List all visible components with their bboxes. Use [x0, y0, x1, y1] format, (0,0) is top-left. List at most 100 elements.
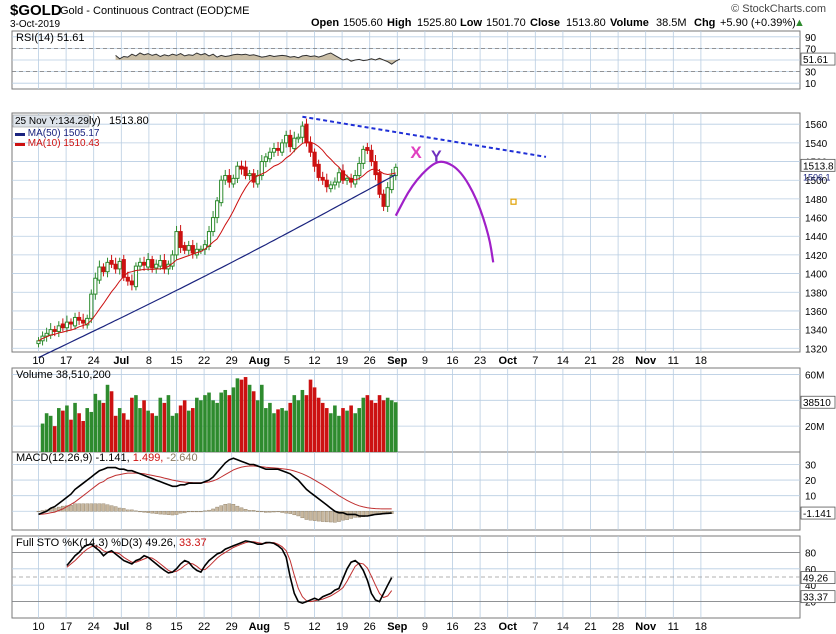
volume-bar [227, 395, 232, 452]
volume-bar [260, 384, 264, 452]
x-tick-label-top: Aug [249, 355, 270, 367]
macd-histogram-bar [40, 510, 45, 512]
macd-histogram-bar [260, 511, 264, 513]
macd-histogram-bar [333, 511, 337, 523]
volume-bar [268, 402, 272, 452]
macd-histogram-bar [219, 505, 224, 512]
volume-bar [361, 397, 366, 452]
close-value: 1513.80 [566, 17, 606, 29]
stoch-k-last-value: 49.26 [803, 574, 828, 585]
rsi-last-value-box [800, 52, 836, 66]
candle-body [320, 176, 325, 181]
ma-last-value: 1506.1 [803, 173, 831, 183]
candle-body [381, 193, 386, 207]
y-tick-label: 10 [805, 492, 817, 503]
x-tick-label-top: 7 [532, 355, 538, 367]
volume-bar [105, 384, 110, 452]
x-tick-label-bottom: 12 [308, 621, 320, 633]
volume-bar [186, 410, 191, 452]
volume-bar [243, 377, 248, 452]
candle-body [210, 217, 216, 233]
x-tick-label-top: 22 [198, 355, 210, 367]
volume-bar [345, 410, 349, 452]
volume-bar [308, 379, 313, 452]
candle-body [101, 266, 106, 273]
y-tick-label: 90 [805, 33, 817, 44]
macd-histogram-bar [113, 506, 118, 512]
macd-histogram-bar [280, 511, 284, 513]
y-tick-label: 1460 [805, 214, 828, 225]
volume-bar [40, 423, 45, 452]
x-tick-label-bottom: 24 [88, 621, 100, 633]
candle-body [170, 254, 175, 267]
x-tick-label-top: 15 [170, 355, 182, 367]
x-tick-label-bottom: 11 [668, 621, 679, 633]
candle-body [292, 137, 297, 149]
candle-body [304, 123, 309, 144]
chg-value: +5.90 (+0.39%) [720, 17, 796, 29]
resistance-trendline [302, 115, 547, 158]
x-tick-label-bottom: 8 [146, 621, 152, 633]
volume-bar [65, 405, 69, 452]
y-tick-label: 1420 [805, 251, 828, 262]
candle-body [235, 165, 240, 179]
macd-last-value: -1.141 [803, 509, 832, 520]
stoch-legend: Full STO %K(14,3) %D(3) 49.26, 33.37 [16, 537, 207, 549]
candle-body [113, 263, 118, 270]
candle-body [129, 280, 134, 286]
macd-histogram-bar [255, 510, 260, 512]
volume-bar [357, 408, 362, 452]
candle-body [369, 149, 374, 163]
side-square-marker [510, 198, 517, 205]
x-tick-label-bottom: 28 [612, 621, 624, 633]
macd-histogram-bar [36, 511, 41, 513]
symbol-title: $GOLD [10, 2, 62, 19]
chart-header: $GOLD Gold - Continuous Contract (EOD) C… [10, 2, 826, 30]
y-tick-label: 70 [805, 44, 817, 55]
candle-body [64, 321, 70, 329]
volume-bar [219, 392, 223, 452]
macd-histogram-bar [158, 511, 163, 515]
y-wave-mark: Y [431, 149, 442, 166]
open-label: Open [311, 17, 339, 29]
ma10-line [38, 141, 396, 342]
macd-histogram-bar [190, 511, 195, 513]
volume-bar [85, 408, 90, 452]
y-tick-label: 1320 [805, 344, 828, 355]
macd-histogram-bar [231, 504, 236, 512]
legend-tag-box [12, 114, 90, 128]
volume-bar [377, 395, 382, 452]
macd-histogram-bar [329, 511, 333, 523]
volume-bar [203, 395, 207, 452]
stoch-d-last-value-box [800, 590, 836, 604]
macd-histogram-bar [320, 511, 325, 522]
x-tick-label-top: 18 [695, 355, 707, 367]
macd-histogram-bar [308, 511, 313, 521]
chg-label: Chg [694, 17, 715, 29]
candle-body [271, 147, 277, 153]
stoch-k-line [66, 540, 393, 605]
y-tick-label: 1360 [805, 307, 828, 318]
macd-histogram-bar [268, 511, 272, 513]
volume-bar [231, 387, 236, 452]
x-tick-label-top: 29 [226, 355, 238, 367]
volume-bar [304, 395, 309, 452]
macd-legend: MACD(12,26,9) -1.141, 1.499, -2.640 [16, 452, 198, 464]
volume-bar [353, 413, 357, 452]
volume-bar [199, 400, 203, 452]
volume-bar [57, 408, 61, 452]
x-tick-label-bottom: 21 [584, 621, 596, 633]
high-label: High [387, 17, 412, 29]
volume-bar [329, 413, 333, 452]
macd-histogram-bar [304, 511, 309, 520]
candle-body [312, 151, 317, 167]
candle-body [150, 259, 155, 269]
volume-last-value: 38510 [803, 398, 831, 409]
macd-histogram-bar [146, 511, 150, 513]
volume-bar [134, 395, 138, 452]
low-value: 1501.70 [486, 17, 526, 29]
price-last-value-box [800, 158, 836, 172]
volume-bar [215, 402, 219, 452]
candle-body [137, 261, 143, 267]
candle-body [174, 231, 179, 256]
